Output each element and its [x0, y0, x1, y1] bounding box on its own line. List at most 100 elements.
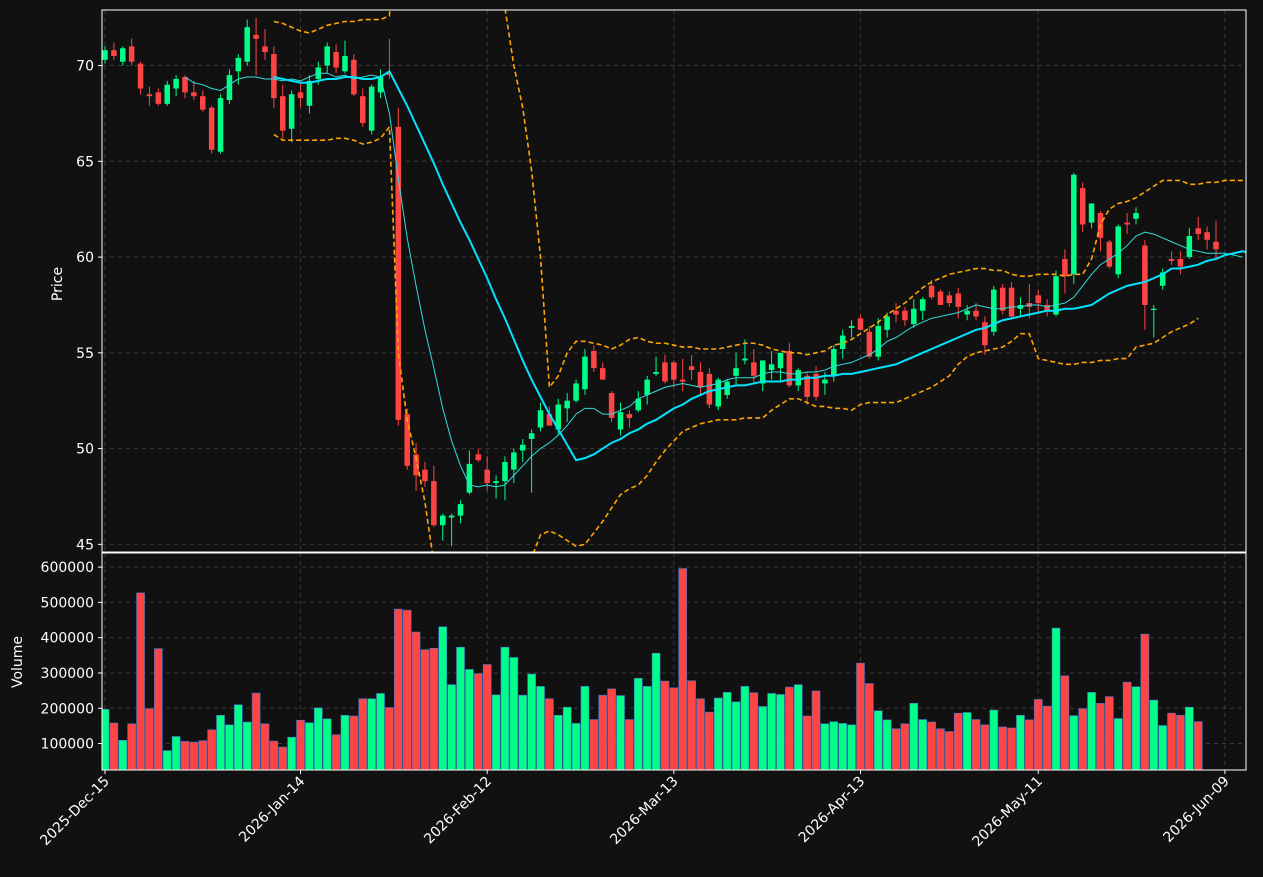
candle-body	[253, 34, 259, 39]
volume-bar	[162, 750, 172, 770]
volume-bar	[1185, 706, 1194, 770]
candle-body	[617, 412, 624, 430]
volume-bar	[589, 719, 599, 770]
volume-bar	[607, 688, 616, 770]
candle-body	[182, 77, 188, 93]
volume-bar	[1033, 699, 1043, 770]
volume-bar	[465, 669, 474, 770]
candle-body	[1079, 188, 1086, 225]
candle-body	[244, 27, 250, 62]
volume-bar	[376, 693, 385, 770]
candle-body	[831, 348, 837, 376]
volume-bar	[367, 698, 376, 770]
volume-bar	[936, 728, 945, 770]
candle-body	[706, 373, 713, 405]
volume-bar	[998, 726, 1007, 770]
candle-body	[573, 383, 579, 401]
volume-bar	[447, 684, 456, 770]
volume-bar	[242, 721, 252, 770]
candle-body	[1204, 232, 1210, 240]
price-tick-label: 50	[76, 442, 94, 458]
volume-bar	[802, 715, 812, 770]
volume-bar	[180, 741, 190, 770]
candle-body	[395, 126, 402, 420]
candle-body	[991, 289, 997, 332]
volume-bar	[696, 698, 705, 770]
candle-body	[866, 331, 873, 357]
volume-tick-label: 600000	[41, 560, 94, 576]
candle-body	[475, 454, 482, 461]
volume-bar	[1087, 692, 1096, 770]
candle-body	[262, 46, 268, 53]
volume-bars	[102, 568, 1203, 770]
candle-body	[439, 515, 446, 526]
volume-bar	[980, 724, 990, 770]
volume-bar	[207, 729, 216, 770]
candle-body	[786, 350, 793, 386]
candle-body	[662, 362, 668, 382]
volume-bar	[500, 646, 510, 770]
volume-bar	[918, 719, 927, 770]
volume-bar	[491, 694, 501, 770]
candle-body	[377, 77, 384, 93]
candle-body	[564, 400, 570, 409]
volume-bar	[865, 683, 874, 770]
volume-bar	[713, 697, 723, 770]
volume-bar	[856, 662, 865, 770]
candle-body	[137, 63, 144, 89]
candle-body	[839, 335, 846, 349]
price-tick-label: 45	[76, 537, 94, 553]
candle-body	[973, 310, 979, 317]
volume-bar	[545, 698, 554, 770]
volume-bar	[1131, 686, 1141, 770]
volume-bar	[216, 715, 225, 770]
volume-bar	[118, 740, 128, 770]
volume-bar	[296, 719, 305, 770]
candle-body	[599, 368, 606, 380]
volume-bar	[927, 721, 936, 770]
candle-body	[1008, 287, 1015, 317]
volume-bar	[616, 695, 625, 770]
volume-bar	[1158, 725, 1167, 770]
short-moving-average-line	[184, 72, 1243, 488]
candle-body	[217, 98, 224, 152]
volume-axis-label: Volume	[10, 636, 26, 688]
volume-bar	[660, 680, 670, 770]
volume-bar	[509, 657, 519, 770]
volume-bar	[1007, 727, 1016, 770]
volume-bar	[705, 711, 714, 770]
candle-body	[1053, 276, 1059, 315]
candle-body	[342, 55, 348, 72]
candle-body	[751, 362, 757, 376]
volume-bar	[749, 692, 759, 770]
candle-body	[511, 452, 517, 470]
bollinger-band-line	[273, 124, 1199, 552]
volume-bar	[1096, 703, 1105, 770]
candle-body	[875, 326, 882, 357]
volume-bar	[882, 719, 892, 770]
candle-body	[884, 316, 890, 330]
volume-bar	[1069, 715, 1079, 770]
volume-bar	[553, 715, 563, 770]
candle-body	[164, 84, 170, 104]
volume-bar	[456, 646, 465, 770]
volume-bar	[758, 706, 768, 770]
volume-bar	[429, 647, 439, 770]
volume-bar	[322, 718, 332, 770]
volume-bar	[909, 703, 919, 770]
volume-bar	[536, 686, 545, 770]
candle-body	[1062, 258, 1068, 277]
candle-body	[804, 375, 810, 397]
volume-bar	[1105, 696, 1114, 770]
candle-body	[555, 404, 562, 430]
candle-body	[1168, 258, 1175, 261]
volume-bar	[838, 723, 848, 770]
candle-body	[1044, 304, 1050, 311]
volume-bar	[1167, 712, 1176, 770]
volume-bar	[420, 649, 430, 770]
candle-body	[982, 322, 988, 346]
candle-body	[173, 78, 179, 89]
candle-body	[911, 308, 917, 325]
volume-bar	[251, 692, 261, 770]
